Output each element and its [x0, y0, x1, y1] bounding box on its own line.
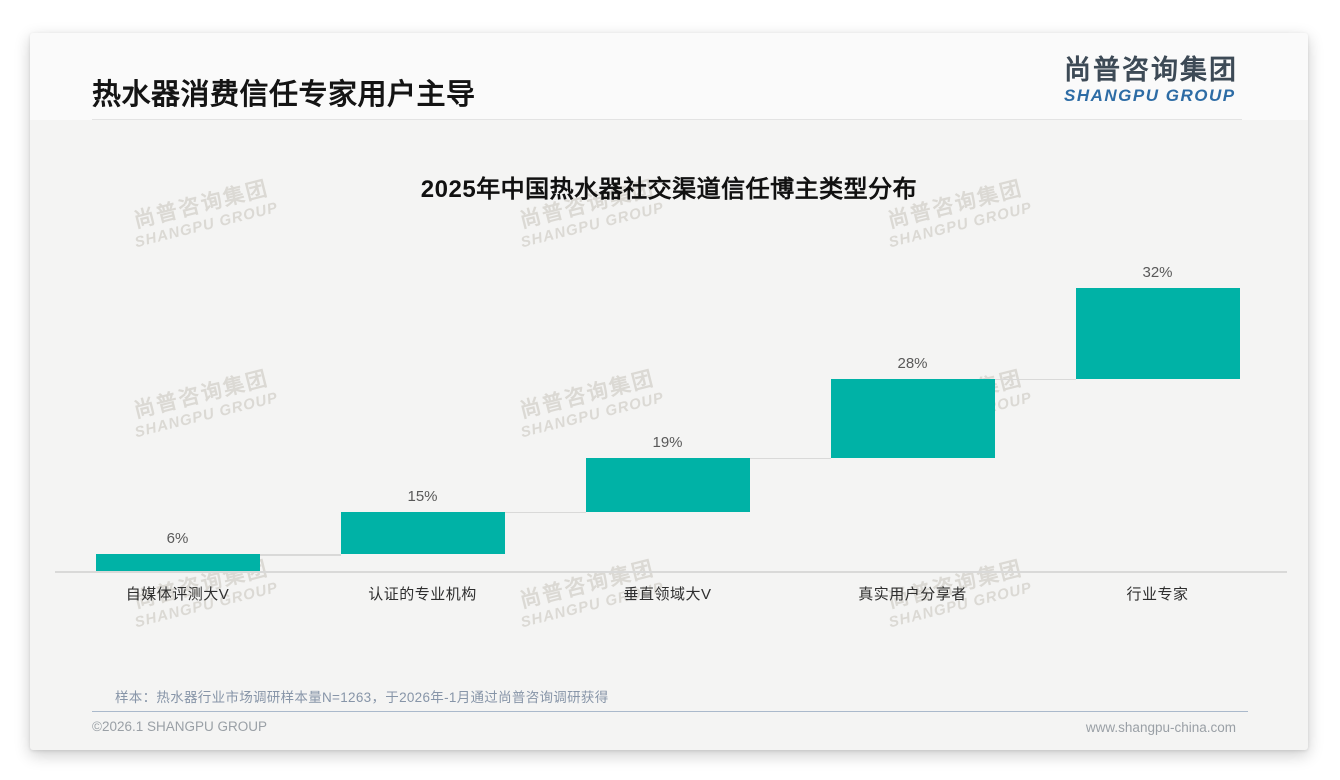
waterfall-bar-5: [1075, 288, 1240, 379]
x-axis-line: [55, 571, 1287, 573]
category-label-2: 认证的专业机构: [368, 586, 477, 603]
waterfall-bar-4: [830, 378, 995, 458]
category-label-5: 行业专家: [1126, 586, 1189, 603]
header: 热水器消费信任专家用户主导 尚普咨询集团 SHANGPU GROUP: [30, 33, 1308, 120]
waterfall-connector-4: [994, 378, 1076, 381]
logo-english-text: SHANGPU GROUP: [1064, 86, 1236, 105]
company-logo: 尚普咨询集团 SHANGPU GROUP: [1064, 55, 1238, 105]
sample-note: 样本：热水器行业市场调研样本量N=1263，于2026年-1月通过尚普咨询调研获…: [115, 690, 609, 705]
waterfall-connector-1: [259, 554, 341, 556]
value-label-2: 15%: [407, 487, 438, 505]
value-label-1: 6%: [166, 530, 189, 548]
category-label-3: 垂直领域大V: [623, 586, 712, 603]
header-divider: [92, 119, 1242, 120]
waterfall-bar-2: [340, 511, 505, 554]
waterfall-bar-1: [95, 554, 260, 571]
waterfall-bar-3: [585, 457, 750, 512]
category-label-4: 真实用户分享者: [858, 586, 967, 603]
page-title: 热水器消费信任专家用户主导: [92, 79, 476, 111]
slide-card: 热水器消费信任专家用户主导 尚普咨询集团 SHANGPU GROUP 尚普咨询集…: [30, 33, 1308, 750]
category-label-1: 自媒体评测大V: [125, 586, 230, 603]
copyright-text: ©2026.1 SHANGPU GROUP: [92, 719, 268, 734]
waterfall-chart: 6% 自媒体评测大V 15% 认证的专业机构 19% 垂直领域大V 28% 真实用户分享者 32…: [30, 33, 1308, 750]
logo-chinese-text: 尚普咨询集团: [1064, 55, 1238, 85]
value-label-3: 19%: [652, 433, 683, 451]
value-label-5: 32%: [1142, 264, 1173, 281]
waterfall-connector-2: [504, 511, 586, 514]
chart-title: 2025年中国热水器社交渠道信任博主类型分布: [420, 176, 918, 203]
waterfall-connector-3: [749, 457, 831, 460]
website-url: www.shangpu-china.com: [1085, 720, 1236, 735]
footer-divider: [92, 711, 1248, 712]
value-label-4: 28%: [897, 354, 928, 372]
